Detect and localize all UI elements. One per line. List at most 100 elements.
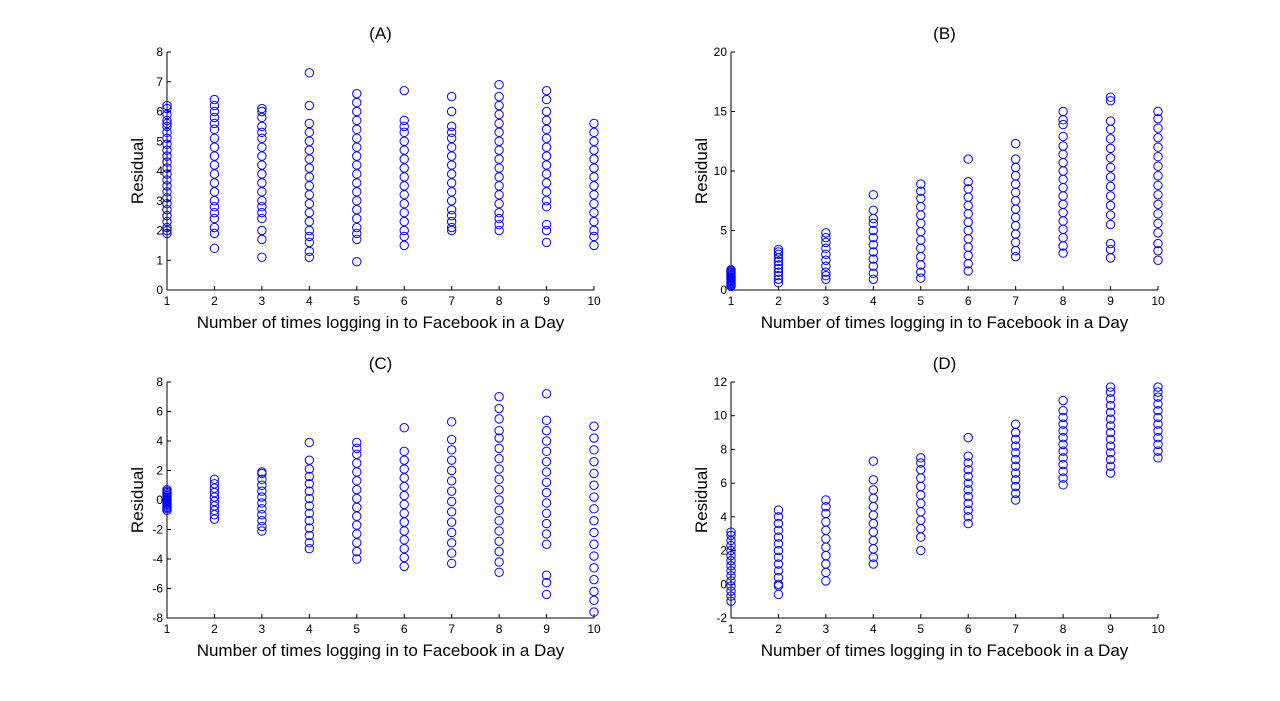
data-point — [726, 566, 736, 576]
y-tick-label: 6 — [720, 476, 727, 490]
data-point — [589, 445, 599, 455]
data-point — [963, 498, 973, 509]
data-point — [399, 121, 409, 132]
x-tick-label: 1 — [728, 294, 735, 308]
data-point — [1010, 441, 1021, 451]
x-axis-label: Number of times logging in to Facebook i… — [197, 313, 565, 332]
data-point — [1010, 246, 1021, 256]
data-point — [446, 507, 457, 517]
data-point — [1105, 414, 1116, 424]
data-point — [257, 121, 267, 132]
x-tick-label: 4 — [870, 294, 877, 308]
data-point — [257, 474, 267, 485]
data-point — [494, 433, 504, 443]
data-point — [541, 196, 552, 206]
data-point — [352, 88, 362, 99]
data-point — [1153, 113, 1163, 124]
data-point — [209, 202, 220, 212]
data-point — [1058, 419, 1068, 429]
data-point — [868, 261, 879, 271]
data-point — [209, 106, 220, 117]
data-point — [446, 187, 457, 197]
data-point — [868, 232, 879, 243]
data-point — [304, 145, 315, 155]
data-point — [541, 237, 552, 248]
data-point — [821, 228, 831, 238]
data-point — [773, 539, 784, 549]
data-point — [541, 225, 552, 236]
data-point — [494, 207, 504, 218]
data-point — [773, 532, 784, 542]
data-point — [1010, 237, 1021, 248]
x-tick-label: 8 — [496, 622, 503, 636]
data-point — [868, 493, 879, 504]
data-point — [963, 518, 973, 529]
data-point — [821, 243, 831, 254]
data-point — [399, 543, 409, 554]
data-point — [541, 94, 552, 105]
panel-c: 1 2 3 4 5 6 7 8 9 10 -8 -6 -4 -2 0 2 4 6 8 (C) Number of tim… — [128, 354, 601, 660]
data-point — [773, 247, 784, 257]
x-tick-label: 3 — [259, 622, 266, 636]
y-tick-label: 6 — [156, 105, 163, 119]
data-point — [1153, 405, 1163, 416]
data-point — [916, 545, 926, 556]
data-point — [352, 467, 362, 477]
x-tick-label: 6 — [401, 622, 408, 636]
data-point — [963, 464, 973, 475]
data-point — [446, 121, 457, 132]
data-point — [1105, 400, 1116, 411]
data-point — [821, 525, 831, 536]
data-point — [821, 267, 831, 277]
data-point — [821, 534, 831, 544]
y-tick-label: 4 — [156, 164, 163, 178]
data-point — [821, 255, 831, 265]
data-point — [352, 213, 362, 224]
data-point — [1058, 182, 1068, 193]
data-point — [773, 271, 784, 281]
data-point — [399, 464, 409, 474]
data-point — [726, 265, 736, 275]
data-point — [1153, 412, 1163, 423]
data-point — [446, 169, 457, 179]
data-point — [257, 196, 267, 206]
data-point — [916, 202, 926, 212]
data-point — [352, 169, 362, 179]
data-point — [162, 103, 172, 114]
data-point — [589, 163, 599, 173]
data-point — [963, 234, 973, 244]
data-point — [257, 213, 267, 224]
data-point — [399, 216, 409, 227]
data-point — [494, 181, 504, 191]
data-point — [209, 228, 220, 239]
data-point — [868, 225, 879, 236]
data-point — [352, 228, 362, 239]
y-tick-label: -4 — [152, 552, 163, 566]
data-point — [1105, 407, 1116, 418]
data-point — [352, 142, 362, 152]
data-point — [494, 172, 504, 182]
data-point — [399, 154, 409, 164]
data-point — [304, 530, 315, 541]
data-point — [1105, 143, 1116, 154]
data-point — [1010, 221, 1021, 231]
data-point — [494, 219, 504, 230]
scatter-points — [162, 389, 599, 617]
data-point — [589, 539, 599, 549]
data-point — [1010, 488, 1021, 498]
data-point — [821, 576, 831, 586]
data-point — [209, 133, 220, 143]
data-point — [257, 480, 267, 490]
data-point — [1153, 180, 1163, 190]
data-point — [1105, 162, 1116, 173]
data-point — [494, 392, 504, 402]
data-point — [589, 118, 599, 129]
data-point — [916, 243, 926, 254]
data-point — [726, 576, 736, 586]
data-point — [963, 154, 973, 164]
data-point — [541, 124, 552, 135]
data-point — [209, 100, 220, 111]
data-point — [399, 231, 409, 242]
data-point — [1058, 395, 1068, 406]
